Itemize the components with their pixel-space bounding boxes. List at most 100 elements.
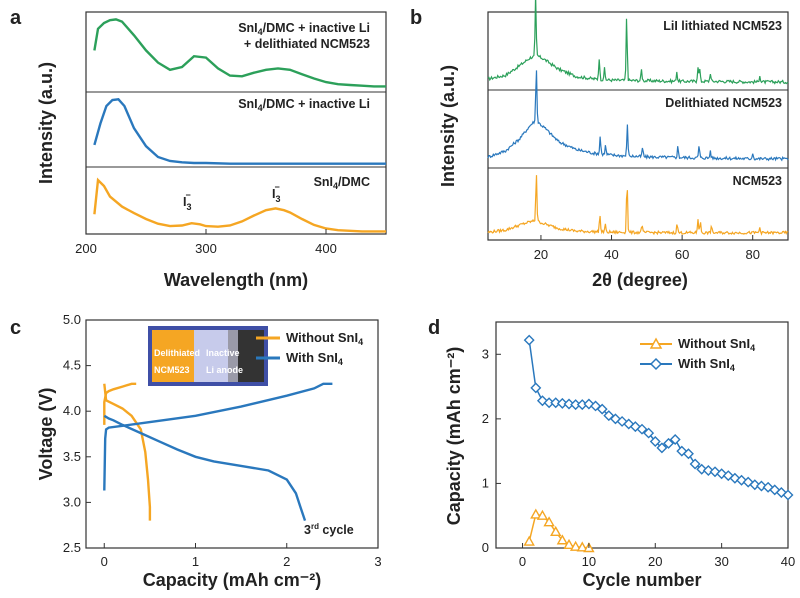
inset-cathode (152, 330, 194, 382)
data-point (729, 472, 741, 484)
data-point (643, 427, 655, 439)
series-line (487, 175, 789, 236)
data-point (689, 458, 701, 470)
data-point (616, 415, 628, 427)
x-axis-label: Capacity (mAh cm⁻²) (143, 570, 322, 590)
tick-label: 400 (315, 241, 337, 256)
series-line-charge (103, 382, 333, 491)
legend-label: With SnI4 (286, 350, 343, 367)
inset-label: NCM523 (154, 365, 190, 375)
series-line (93, 18, 386, 88)
inset-label: Li anode (206, 365, 243, 375)
data-point (649, 435, 661, 447)
y-axis-label: Intensity (a.u.) (36, 62, 56, 184)
data-point (556, 534, 569, 545)
panel-d-label: d (428, 317, 440, 339)
data-point (530, 508, 542, 519)
data-point (596, 403, 608, 415)
data-point (755, 480, 767, 492)
annotation-triiodide: I3− (183, 190, 192, 212)
data-point (656, 442, 668, 454)
data-point (563, 538, 575, 549)
tick-label: 2 (482, 411, 489, 426)
tick-label: 4.5 (63, 358, 81, 373)
panel-d-frame (495, 321, 789, 549)
series-line (487, 0, 789, 85)
panel-b-label: b (410, 7, 422, 29)
panel-d: d 0 10 20 30 40 0 1 2 3 Without SnI4 With SnI4 C… (428, 317, 795, 590)
inset-separator (194, 330, 228, 382)
legend-label: SnI4/DMC (314, 175, 370, 191)
data-point (775, 486, 787, 498)
legend-label: With SnI4 (678, 356, 735, 373)
legend-label: Without SnI4 (678, 336, 755, 353)
tick-label: 20 (534, 247, 548, 262)
series-line-discharge (103, 383, 152, 521)
tick-label: 2.5 (63, 540, 81, 555)
data-point (543, 516, 555, 527)
series-line (93, 177, 386, 233)
data-point (576, 541, 588, 552)
data-point (709, 466, 721, 478)
series-line-charge (103, 382, 137, 425)
panel-c-label: c (10, 317, 21, 339)
data-point (523, 535, 535, 546)
data-point (669, 434, 681, 446)
y-axis-label: Intensity (a.u.) (438, 65, 458, 187)
legend-label: Delithiated NCM523 (665, 96, 782, 110)
tick-label: 60 (675, 247, 689, 262)
tick-label: 40 (781, 554, 795, 569)
data-point (742, 476, 754, 488)
legend-label: SnI4/DMC + inactive Li (238, 21, 370, 37)
tick-label: 20 (648, 554, 662, 569)
x-axis-label: Cycle number (582, 570, 701, 590)
tick-label: 300 (195, 241, 217, 256)
cell-schematic-inset: Delithiated NCM523 Inactive Li anode (148, 326, 268, 386)
data-point (569, 540, 582, 551)
data-point (609, 413, 621, 425)
panel-a: a 200 300 400 SnI4/DMC + inactive Li + del… (10, 7, 387, 290)
cycle-annotation: 3rd cycle (304, 522, 354, 537)
series-line-discharge (103, 414, 307, 521)
panel-a-frame (85, 11, 387, 235)
tick-label: 1 (192, 554, 199, 569)
data-point (523, 334, 535, 346)
tick-label: 3.5 (63, 449, 81, 464)
y-axis-label: Capacity (mAh cm⁻²) (444, 347, 464, 526)
data-point (556, 397, 568, 409)
data-point (536, 395, 548, 407)
tick-label: 0 (101, 554, 108, 569)
tick-label: 3.0 (63, 494, 81, 509)
tick-label: 200 (75, 241, 97, 256)
data-point (550, 397, 562, 409)
tick-label: 80 (745, 247, 759, 262)
tick-label: 3 (482, 346, 489, 361)
tick-label: 0 (519, 554, 526, 569)
data-point (550, 525, 562, 537)
x-axis-label: Wavelength (nm) (164, 270, 308, 290)
data-point (583, 398, 595, 410)
tick-label: 2 (283, 554, 290, 569)
legend-label: SnI4/DMC + inactive Li (238, 97, 370, 113)
inset-interlayer (228, 330, 238, 382)
legend-label: + delithiated NCM523 (244, 37, 370, 51)
series-line (93, 98, 386, 165)
data-point (663, 437, 675, 449)
data-point (702, 465, 714, 477)
annotation-triiodide: I3− (272, 182, 281, 204)
data-point (530, 382, 542, 394)
legend-label: Without SnI4 (286, 330, 363, 347)
inset-label: Inactive (206, 348, 240, 358)
legend-label: LiI lithiated NCM523 (663, 19, 782, 33)
panel-c: c Delithiated NCM523 Inactive Li anode 0… (10, 312, 382, 590)
data-point (722, 470, 734, 482)
tick-label: 10 (582, 554, 596, 569)
legend-marker-diamond (649, 357, 663, 371)
panel-a-label: a (10, 7, 22, 29)
inset-label: Delithiated (154, 348, 200, 358)
data-point (536, 509, 549, 520)
panel-b-frame (487, 11, 789, 241)
tick-label: 0 (482, 540, 489, 555)
data-point (782, 489, 794, 501)
